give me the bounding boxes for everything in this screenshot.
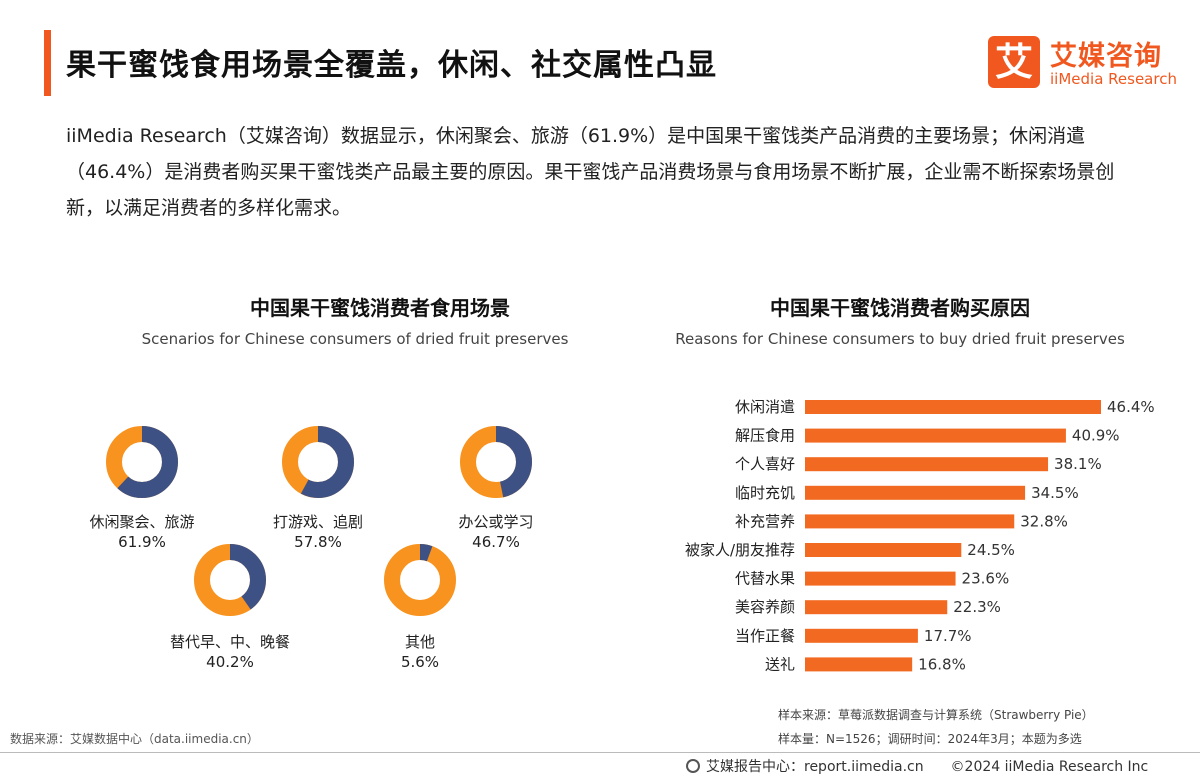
bar-3 (805, 457, 1049, 472)
donut-category-5: 其他 (404, 633, 435, 651)
donut-label-5: 其他 5.6% (330, 632, 510, 672)
footer-divider (0, 752, 1200, 753)
logo-text-cn: 艾媒咨询 (1050, 41, 1162, 72)
bar-5 (805, 514, 1015, 529)
bar-value-5: 32.8% (1020, 512, 1068, 530)
donut-value-4: 40.2% (206, 653, 254, 671)
bar-value-2: 40.9% (1072, 427, 1120, 445)
donut-label-4: 替代早、中、晚餐 40.2% (140, 632, 320, 672)
data-source: 数据来源：艾媒数据中心（data.iimedia.cn） (10, 732, 259, 746)
logo-mark: 艾 (988, 36, 1040, 88)
reason-chart-title: 中国果干蜜饯消费者购买原因 (770, 296, 1030, 320)
report-center[interactable]: 艾媒报告中心：report.iimedia.cn (706, 759, 924, 775)
bar-value-10: 16.8% (918, 655, 966, 673)
bar-7 (805, 571, 956, 586)
donut-label-1: 休闲聚会、旅游 61.9% (52, 512, 232, 552)
bar-category-5: 补充营养 (735, 512, 795, 530)
logo-text-en: iiMedia Research (1050, 70, 1177, 88)
scenario-chart-title: 中国果干蜜饯消费者食用场景 (250, 296, 510, 320)
brand-logo: 艾 艾媒咨询 iiMedia Research (988, 34, 1178, 92)
bar-8 (805, 600, 948, 615)
title-accent-bar (44, 30, 51, 96)
donut-remainder-5 (384, 544, 456, 616)
donut-value-arc-2 (282, 426, 354, 498)
donut-3 (460, 426, 532, 498)
donut-category-3: 办公或学习 (458, 513, 534, 531)
reason-bar-chart: 休闲消遣 46.4% 解压食用 40.9% 个人喜好 38.1% 临时充饥 34.5% 补充营养… (685, 398, 1155, 673)
bar-category-10: 送礼 (765, 655, 795, 673)
donut-label-2: 打游戏、追剧 57.8% (228, 512, 408, 552)
donut-1 (106, 426, 178, 498)
bar-value-6: 24.5% (967, 541, 1015, 559)
donut-label-3: 办公或学习 46.7% (406, 512, 586, 552)
bar-category-9: 当作正餐 (735, 627, 795, 645)
bar-9 (805, 628, 918, 643)
bar-10 (805, 657, 913, 672)
copyright: ©2024 iiMedia Research Inc (950, 759, 1149, 775)
bar-category-2: 解压食用 (735, 427, 795, 445)
bar-6 (805, 543, 962, 557)
donut-value-arc-1 (106, 426, 178, 498)
bar-4 (805, 485, 1026, 500)
bar-category-1: 休闲消遣 (735, 398, 795, 416)
bar-category-4: 临时充饥 (735, 484, 795, 502)
donut-value-1: 61.9% (118, 533, 166, 551)
intro-paragraph: iiMedia Research（艾媒咨询）数据显示，休闲聚会、旅游（61.9%… (66, 125, 1115, 219)
bar-category-3: 个人喜好 (735, 455, 795, 473)
bar-category-6: 被家人/朋友推荐 (685, 541, 795, 559)
donut-4 (194, 544, 266, 616)
bar-category-7: 代替水果 (735, 570, 795, 588)
bar-category-8: 美容养颜 (735, 598, 795, 616)
bar-value-9: 17.7% (924, 627, 972, 645)
donut-value-2: 57.8% (294, 533, 342, 551)
donut-value-3: 46.7% (472, 533, 520, 551)
bar-value-7: 23.6% (962, 570, 1010, 588)
donut-value-arc-4 (194, 544, 266, 616)
donut-value-5: 5.6% (400, 653, 440, 671)
reason-chart-subtitle: Reasons for Chinese consumers to buy dri… (675, 330, 1125, 348)
donut-value-arc-5 (384, 544, 456, 616)
donut-category-2: 打游戏、追剧 (272, 513, 363, 531)
page-title: 果干蜜饯食用场景全覆盖，休闲、社交属性凸显 (66, 48, 717, 83)
bar-value-3: 38.1% (1054, 455, 1102, 473)
sample-source: 样本来源：草莓派数据调查与计算系统（Strawberry Pie） (778, 708, 1094, 722)
sample-info: 样本量：N=1526；调研时间：2024年3月；本题为多选 (778, 732, 1082, 746)
donut-2 (282, 426, 354, 498)
donut-5 (384, 544, 456, 616)
scenario-chart-subtitle: Scenarios for Chinese consumers of dried… (141, 330, 569, 348)
bar-1 (805, 400, 1101, 414)
bar-value-1: 46.4% (1107, 398, 1155, 416)
bar-2 (805, 428, 1066, 443)
donut-category-1: 休闲聚会、旅游 (89, 513, 195, 531)
report-icon (686, 759, 700, 773)
bar-value-4: 34.5% (1031, 484, 1079, 502)
donut-value-arc-3 (460, 426, 532, 498)
footer-credits: 艾媒报告中心：report.iimedia.cn ©2024 iiMedia R… (686, 756, 1148, 776)
bar-value-8: 22.3% (953, 598, 1001, 616)
donut-category-4: 替代早、中、晚餐 (169, 633, 290, 651)
